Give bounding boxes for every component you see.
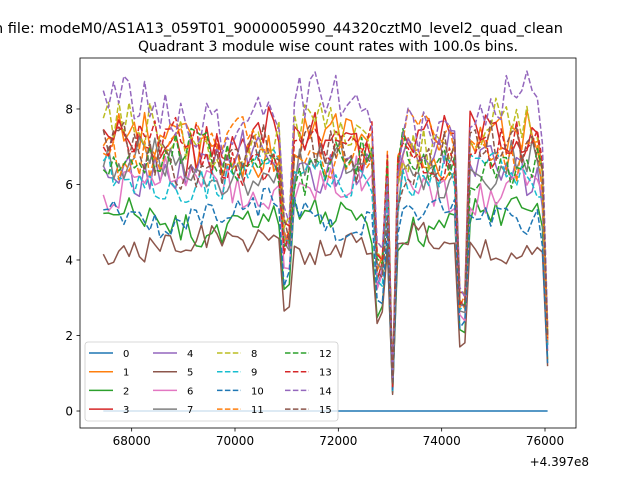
x-axis-offset-label: +4.397e8 — [530, 455, 589, 469]
legend-label-5: 5 — [187, 368, 193, 379]
series-lines — [102, 70, 549, 412]
x-tick-label: 76000 — [526, 434, 564, 448]
plot-area — [79, 57, 577, 429]
series-line-7 — [102, 136, 549, 390]
legend-label-6: 6 — [187, 386, 193, 397]
y-tick-label: 4 — [65, 253, 73, 267]
legend-box — [84, 341, 339, 422]
y-tick-label: 6 — [65, 178, 73, 192]
x-axis: 68000 70000 72000 74000 76000 — [113, 428, 564, 448]
plot-frame — [79, 57, 577, 429]
legend-label-8: 8 — [251, 349, 257, 360]
x-tick-label: 70000 — [216, 434, 254, 448]
legend-label-0: 0 — [123, 349, 129, 360]
legend-label-13: 13 — [319, 368, 332, 379]
y-tick-label: 2 — [65, 329, 73, 343]
legend-label-12: 12 — [319, 349, 332, 360]
legend-label-7: 7 — [187, 405, 193, 416]
x-tick-label: 74000 — [423, 434, 461, 448]
legend-label-14: 14 — [319, 386, 332, 397]
x-tick-label: 72000 — [319, 434, 357, 448]
legend-label-11: 11 — [251, 405, 264, 416]
series-line-5 — [102, 221, 549, 396]
y-axis: 0 2 4 6 8 — [65, 102, 80, 418]
legend-label-4: 4 — [187, 349, 193, 360]
series-line-9 — [102, 149, 549, 392]
y-tick-label: 0 — [65, 404, 73, 418]
y-tick-label: 8 — [65, 102, 73, 116]
legend-label-3: 3 — [123, 405, 129, 416]
series-line-11 — [102, 108, 549, 387]
series-line-14 — [102, 70, 549, 384]
legend-label-9: 9 — [251, 368, 257, 379]
legend-label-2: 2 — [123, 386, 129, 397]
series-line-10 — [103, 187, 549, 393]
series-line-3 — [102, 106, 549, 388]
series-line-12 — [102, 127, 549, 386]
x-tick-label: 68000 — [113, 434, 151, 448]
series-line-2 — [103, 196, 549, 394]
series-line-15 — [102, 120, 549, 386]
legend-label-10: 10 — [251, 386, 264, 397]
figure-suptitle: n file: modeM0/AS1A13_059T01_9000005990_… — [0, 21, 563, 37]
legend-label-15: 15 — [319, 405, 332, 416]
legend-label-1: 1 — [123, 368, 129, 379]
series-line-6 — [102, 155, 549, 388]
chart-title: Quadrant 3 module wise count rates with … — [138, 39, 518, 55]
series-line-8 — [102, 97, 549, 386]
